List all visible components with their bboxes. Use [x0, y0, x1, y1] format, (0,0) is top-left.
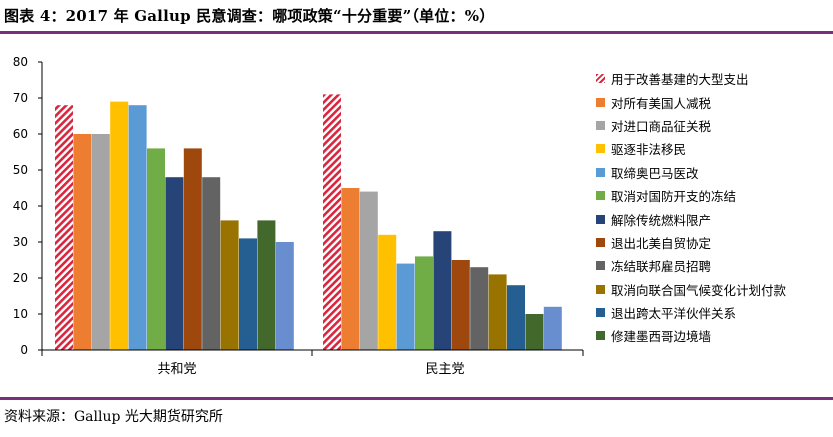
source-note: 资料来源：Gallup 光大期货研究所	[4, 409, 223, 425]
y-tick-label: 20	[13, 271, 28, 285]
x-category-label: 共和党	[157, 362, 196, 377]
legend-item: 用于改善基建的大型支出	[596, 67, 832, 90]
legend-label: 退出北美自贸协定	[611, 235, 712, 251]
y-tick-label: 80	[13, 55, 28, 69]
bar-共和党-s11	[239, 238, 257, 350]
axes: 0 10 20 30 40 50 60 70 80 共和党 民主党	[13, 55, 584, 377]
footer-divider	[0, 397, 833, 400]
bar-共和党-s12	[257, 220, 276, 350]
y-tick-label: 0	[20, 343, 28, 357]
legend-swatch	[596, 261, 605, 271]
legend-item: 修建墨西哥边境墙	[596, 324, 832, 347]
legend-swatch	[596, 284, 605, 294]
legend-item: 驱逐非法移民	[596, 137, 832, 160]
legend-label: 用于改善基建的大型支出	[611, 72, 749, 88]
bar-民主党-s1	[323, 94, 341, 351]
bar-民主党-s12	[525, 314, 544, 350]
bar-group	[55, 94, 562, 351]
bar-民主党-s4	[378, 234, 397, 350]
bar-共和党-s3	[91, 134, 110, 350]
legend-label: 修建墨西哥边境墙	[611, 329, 712, 345]
legend-swatch	[596, 97, 605, 107]
bar-民主党-s6	[415, 256, 433, 350]
legend-item: 对所有美国人减税	[596, 90, 832, 113]
y-tick-label: 10	[13, 307, 28, 321]
legend-label: 退出跨太平洋伙伴关系	[611, 306, 737, 322]
bar-民主党-s11	[507, 285, 525, 350]
y-tick-label: 50	[13, 163, 28, 177]
bar-共和党-s8	[183, 148, 202, 350]
y-tick-label: 60	[13, 127, 28, 141]
bar-共和党-extra	[275, 242, 294, 350]
legend-item: 退出北美自贸协定	[596, 231, 832, 254]
legend-label: 取缔奥巴马医改	[611, 165, 699, 181]
legend-swatch	[596, 237, 605, 247]
y-tick-label: 40	[13, 199, 28, 213]
bar-民主党-s8	[451, 260, 470, 350]
x-category-label: 民主党	[425, 362, 464, 377]
legend-swatch	[596, 308, 605, 318]
bar-民主党-s5	[396, 263, 415, 350]
legend-item: 取消对国防开支的冻结	[596, 184, 832, 207]
legend-swatch	[596, 214, 605, 224]
bar-共和党-s10	[220, 220, 239, 350]
legend-label: 取消向联合国气候变化计划付款	[611, 282, 787, 298]
legend-item: 退出跨太平洋伙伴关系	[596, 301, 832, 324]
bar-共和党-s1	[55, 105, 73, 350]
bar-共和党-s7	[165, 177, 184, 350]
y-tick-label: 70	[13, 91, 28, 105]
bar-共和党-s6	[147, 148, 165, 350]
legend-swatch	[596, 167, 605, 177]
legend-item: 冻结联邦雇员招聘	[596, 254, 832, 277]
legend-swatch	[596, 74, 605, 84]
bar-民主党-s2	[341, 188, 360, 350]
chart-title: 图表 4：2017 年 Gallup 民意调查：哪项政策“十分重要”（单位：%）	[4, 7, 495, 25]
legend-item: 取消向联合国气候变化计划付款	[596, 278, 832, 301]
bar-民主党-s10	[488, 274, 507, 350]
title-divider	[0, 31, 833, 34]
legend-swatch	[596, 191, 605, 201]
bar-共和党-s9	[202, 177, 221, 350]
legend-label: 解除传统燃料限产	[611, 212, 712, 228]
y-tick-label: 30	[13, 235, 28, 249]
legend-item: 解除传统燃料限产	[596, 207, 832, 230]
legend-swatch	[596, 120, 605, 130]
bar-共和党-s5	[128, 105, 147, 350]
legend-label: 对进口商品征关税	[611, 118, 712, 134]
legend: 用于改善基建的大型支出 对所有美国人减税 对进口商品征关税 驱逐非法移民 取缔奥巴马医改…	[596, 67, 832, 348]
bar-共和党-s2	[73, 134, 92, 350]
legend-swatch	[596, 144, 605, 154]
bar-民主党-s7	[433, 231, 452, 350]
legend-swatch	[596, 331, 605, 341]
legend-label: 对所有美国人减税	[611, 95, 712, 111]
bar-民主党-s3	[359, 191, 378, 350]
legend-label: 取消对国防开支的冻结	[611, 189, 737, 205]
legend-label: 驱逐非法移民	[611, 142, 687, 158]
bar-共和党-s4	[110, 101, 129, 350]
bar-民主党-s9	[470, 267, 489, 350]
legend-item: 对进口商品征关税	[596, 114, 832, 137]
legend-label: 冻结联邦雇员招聘	[611, 259, 712, 275]
bar-民主党-extra	[543, 306, 562, 350]
legend-item: 取缔奥巴马医改	[596, 161, 832, 184]
